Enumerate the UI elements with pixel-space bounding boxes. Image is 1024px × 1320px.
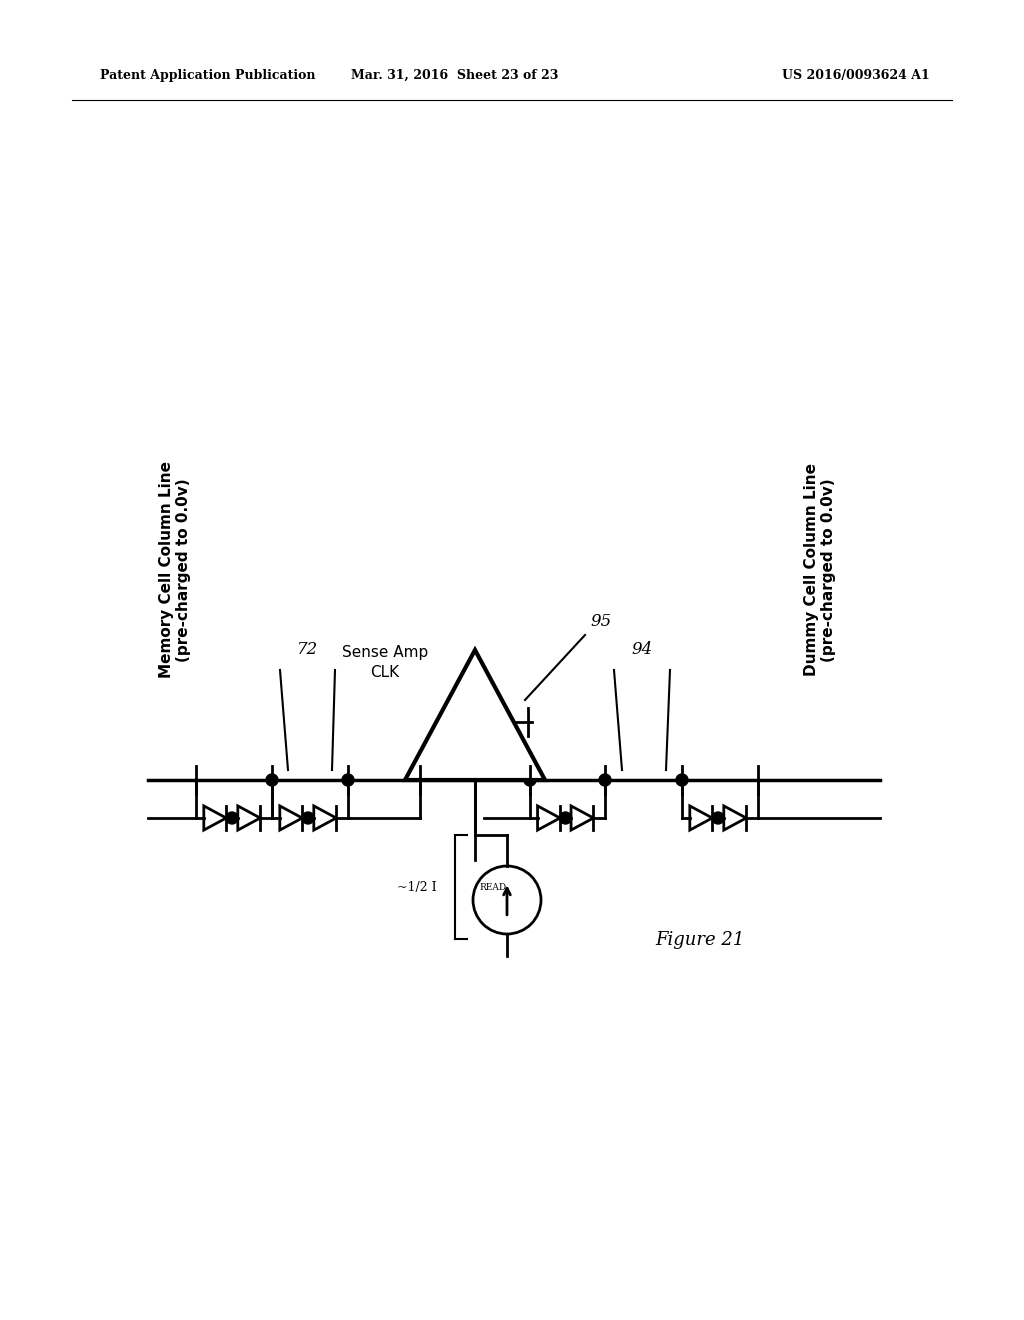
Polygon shape — [280, 807, 302, 830]
Text: 72: 72 — [297, 642, 318, 657]
Circle shape — [676, 774, 688, 785]
Text: Memory Cell Column Line
(pre-charged to 0.0v): Memory Cell Column Line (pre-charged to … — [159, 462, 191, 678]
Circle shape — [473, 866, 541, 935]
Circle shape — [342, 774, 354, 785]
Text: 94: 94 — [632, 642, 652, 657]
Circle shape — [266, 774, 278, 785]
Text: Patent Application Publication: Patent Application Publication — [100, 69, 315, 82]
Polygon shape — [313, 807, 336, 830]
Polygon shape — [571, 807, 594, 830]
Circle shape — [524, 774, 536, 785]
Circle shape — [599, 774, 611, 785]
Polygon shape — [690, 807, 713, 830]
Text: Figure 21: Figure 21 — [655, 931, 744, 949]
Text: US 2016/0093624 A1: US 2016/0093624 A1 — [782, 69, 930, 82]
Polygon shape — [238, 807, 260, 830]
Polygon shape — [538, 807, 560, 830]
Circle shape — [226, 812, 238, 824]
Polygon shape — [204, 807, 226, 830]
Polygon shape — [724, 807, 746, 830]
Text: CLK: CLK — [371, 665, 399, 680]
Circle shape — [559, 812, 571, 824]
Text: Mar. 31, 2016  Sheet 23 of 23: Mar. 31, 2016 Sheet 23 of 23 — [351, 69, 559, 82]
Polygon shape — [406, 649, 545, 780]
Text: ~1/2 I: ~1/2 I — [397, 880, 437, 894]
Text: Sense Amp: Sense Amp — [342, 645, 428, 660]
Text: READ: READ — [479, 883, 506, 892]
Circle shape — [712, 812, 724, 824]
Text: Dummy Cell Column Line
(pre-charged to 0.0v): Dummy Cell Column Line (pre-charged to 0… — [804, 463, 837, 676]
Circle shape — [302, 812, 314, 824]
Text: 95: 95 — [590, 612, 611, 630]
